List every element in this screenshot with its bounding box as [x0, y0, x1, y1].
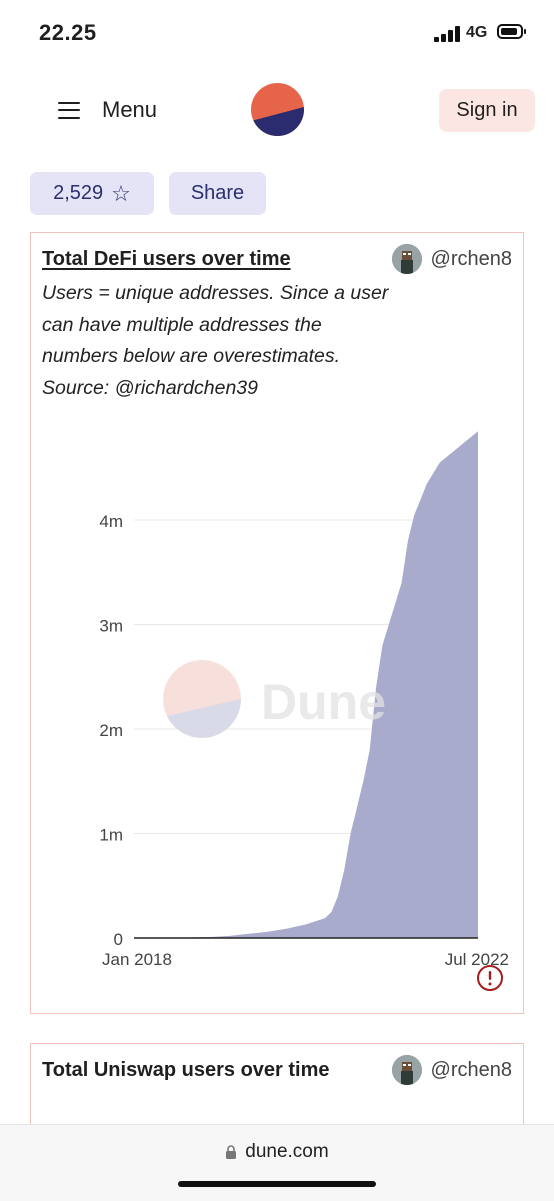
star-count: 2,529	[53, 182, 104, 204]
network-label: 4G	[466, 24, 488, 41]
star-button[interactable]: 2,529 ☆	[30, 172, 154, 215]
menu-button[interactable]: Menu	[58, 88, 157, 132]
alert-icon[interactable]	[476, 964, 504, 992]
star-icon: ☆	[111, 180, 131, 206]
chart-card: Total DeFi users over time @rchen8 Users…	[30, 232, 524, 1014]
home-indicator[interactable]	[178, 1181, 376, 1187]
series-area	[134, 431, 478, 938]
author-handle: @rchen8	[430, 247, 512, 270]
y-tick-label: 3m	[99, 617, 123, 636]
x-tick-label: Jul 2022	[445, 950, 509, 969]
status-bar: 22.25 4G	[0, 0, 554, 70]
signal-icon	[434, 26, 460, 42]
author-handle: @rchen8	[430, 1058, 512, 1081]
card-title[interactable]: Total Uniswap users over time	[42, 1059, 330, 1081]
status-time: 22.25	[39, 20, 97, 45]
dune-logo-icon[interactable]	[251, 83, 304, 136]
avatar	[391, 1055, 422, 1085]
watermark-text: Dune	[261, 674, 386, 730]
lock-icon	[226, 1144, 237, 1159]
card-title[interactable]: Total DeFi users over time	[42, 248, 291, 270]
url-text: dune.com	[245, 1141, 329, 1162]
battery-icon	[497, 24, 526, 39]
share-button[interactable]: Share	[169, 172, 266, 215]
sign-in-button[interactable]: Sign in	[439, 89, 535, 132]
card-description: Users = unique addresses. Since a user c…	[42, 282, 389, 399]
y-tick-label: 2m	[99, 721, 123, 740]
y-tick-label: 0	[114, 930, 123, 949]
card-author[interactable]: @rchen8	[391, 1055, 512, 1085]
x-tick-label: Jan 2018	[102, 950, 172, 969]
area-chart: 0 1m 2m 3m 4m Dune Jan 2018 Jul 2022	[99, 431, 509, 969]
y-tick-label: 4m	[99, 512, 123, 531]
avatar	[391, 244, 422, 274]
card-author[interactable]: @rchen8	[391, 244, 512, 274]
menu-label: Menu	[102, 97, 158, 122]
watermark	[163, 660, 241, 738]
browser-url-bar[interactable]: dune.com	[0, 1124, 554, 1201]
y-tick-label: 1m	[99, 826, 123, 845]
hamburger-icon	[58, 101, 80, 119]
